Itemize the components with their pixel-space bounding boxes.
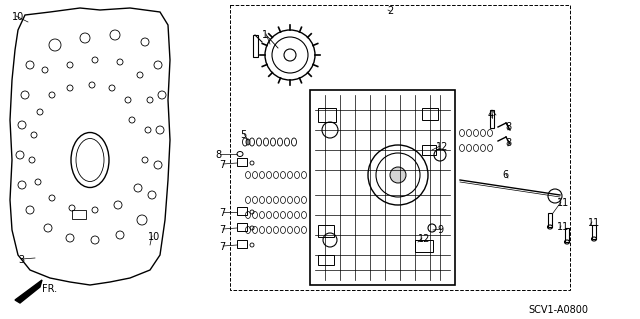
Bar — [422, 108, 438, 120]
Text: 11: 11 — [557, 198, 569, 208]
Text: 8: 8 — [216, 150, 222, 160]
Text: 10: 10 — [12, 12, 24, 22]
Text: 7: 7 — [219, 208, 225, 218]
Text: 7: 7 — [219, 225, 225, 235]
Text: 1: 1 — [262, 30, 268, 40]
Text: SCV1-A0800: SCV1-A0800 — [528, 305, 588, 315]
Bar — [548, 213, 552, 227]
Text: 7: 7 — [219, 242, 225, 252]
Text: 11: 11 — [557, 222, 569, 232]
Bar — [592, 225, 596, 239]
Text: 4: 4 — [488, 110, 494, 120]
Text: 8: 8 — [505, 138, 511, 148]
Bar — [230, 5, 570, 290]
Bar — [253, 35, 258, 57]
Bar — [422, 145, 436, 155]
Text: 12: 12 — [418, 234, 430, 244]
Text: 10: 10 — [148, 232, 160, 242]
Text: 5: 5 — [240, 130, 246, 140]
Text: 6: 6 — [502, 170, 508, 180]
Text: 9: 9 — [437, 225, 443, 235]
Text: 2: 2 — [387, 6, 393, 16]
Text: 11: 11 — [588, 218, 600, 228]
Bar — [415, 240, 433, 252]
Bar — [237, 158, 247, 166]
Text: FR.: FR. — [42, 284, 57, 294]
Bar — [237, 223, 247, 231]
Ellipse shape — [246, 139, 250, 145]
Text: 7: 7 — [219, 160, 225, 170]
Bar — [72, 210, 86, 219]
Text: 3: 3 — [18, 255, 24, 265]
Polygon shape — [15, 280, 42, 303]
Bar — [318, 255, 334, 265]
Bar — [310, 90, 455, 285]
Text: 12: 12 — [436, 142, 449, 152]
Bar — [565, 228, 569, 242]
Bar — [237, 207, 247, 215]
Bar — [318, 108, 336, 122]
Circle shape — [390, 167, 406, 183]
Bar — [237, 240, 247, 248]
Bar — [490, 110, 494, 128]
Text: 8: 8 — [505, 122, 511, 132]
Bar — [318, 225, 334, 237]
